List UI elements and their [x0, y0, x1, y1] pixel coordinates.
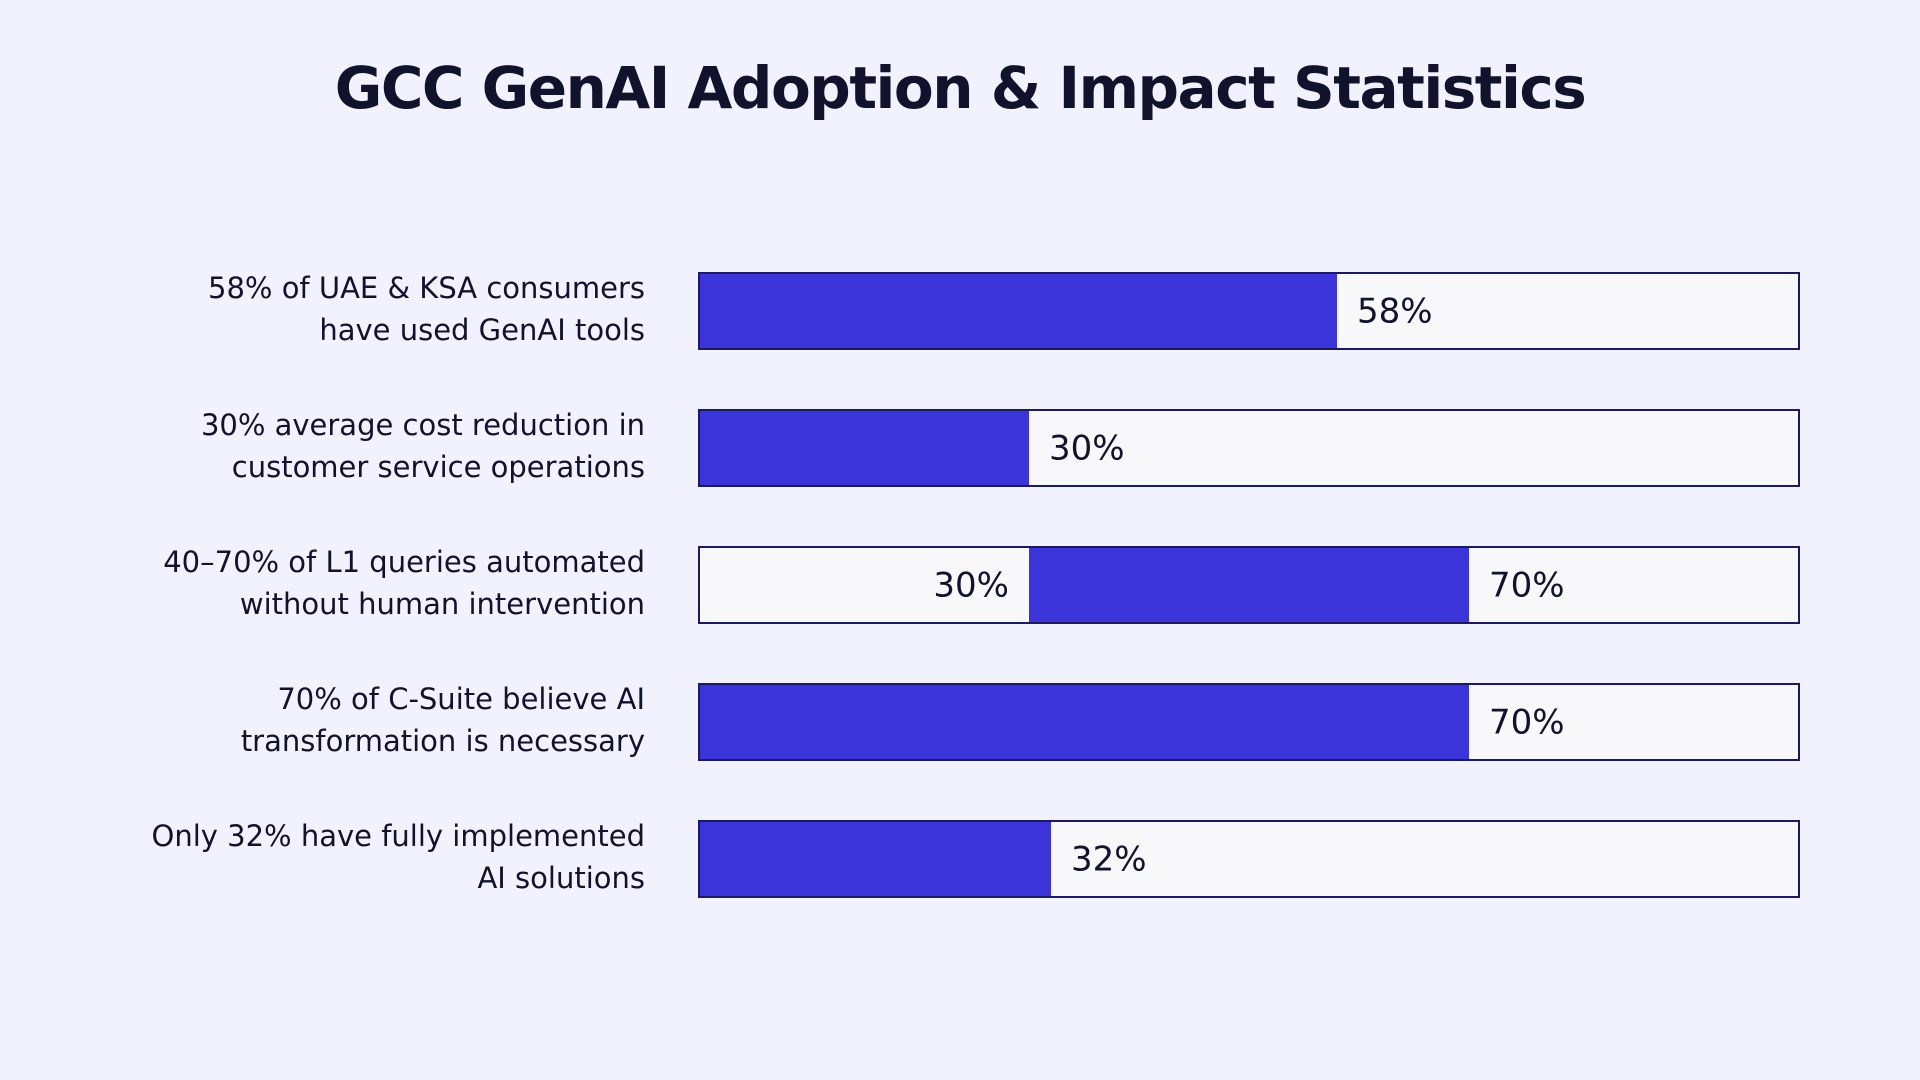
category-label: 30% average cost reduction in — [201, 408, 645, 442]
category-label: 58% of UAE & KSA consumers — [208, 271, 645, 305]
bar-border — [698, 820, 1800, 898]
bar — [1029, 547, 1469, 623]
category-label: have used GenAI tools — [319, 313, 645, 347]
category-label: transformation is necessary — [241, 724, 645, 758]
bar — [699, 684, 1469, 760]
value-label: 70% — [1489, 566, 1565, 606]
value-label: 32% — [1071, 840, 1147, 880]
bar — [699, 410, 1029, 486]
bar — [699, 821, 1051, 897]
bar — [699, 273, 1337, 349]
category-label: AI solutions — [477, 861, 645, 895]
bar-border — [698, 409, 1800, 487]
value-label: 70% — [1489, 703, 1565, 743]
chart-title: GCC GenAI Adoption & Impact Statistics — [335, 54, 1586, 122]
bar-border — [698, 272, 1800, 350]
value-label: 30% — [1049, 429, 1125, 469]
category-label: 70% of C-Suite believe AI — [277, 682, 645, 716]
value-label: 58% — [1357, 292, 1433, 332]
category-label: Only 32% have fully implemented — [152, 819, 645, 853]
start-label: 30% — [933, 566, 1009, 606]
bar-border — [698, 683, 1800, 761]
bar-border — [698, 546, 1800, 624]
category-label: 40–70% of L1 queries automated — [163, 545, 645, 579]
category-label: customer service operations — [232, 450, 645, 484]
category-label: without human intervention — [240, 587, 645, 621]
